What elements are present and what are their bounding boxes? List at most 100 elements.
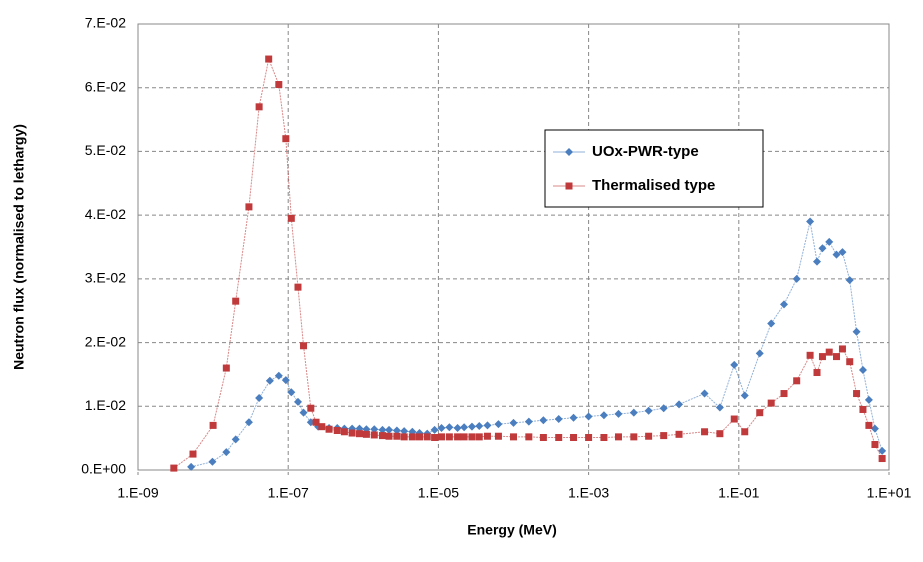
data-point (265, 376, 274, 385)
data-point (453, 423, 462, 432)
data-point (756, 409, 764, 417)
data-point (871, 441, 879, 449)
data-point (716, 430, 724, 438)
data-point (675, 430, 683, 438)
data-point (825, 237, 834, 246)
data-point (454, 433, 462, 441)
data-point (494, 432, 502, 440)
data-point (614, 433, 622, 441)
data-point (400, 433, 408, 441)
data-point (846, 358, 854, 366)
data-point (859, 405, 867, 413)
data-point (355, 430, 363, 438)
data-point (348, 429, 356, 437)
data-point (659, 404, 668, 413)
data-point (187, 462, 196, 471)
data-point (275, 81, 283, 89)
data-point (555, 434, 563, 442)
data-point (392, 426, 401, 435)
data-point (700, 389, 709, 398)
data-point (838, 345, 846, 353)
data-point (300, 342, 308, 350)
data-point (865, 421, 873, 429)
data-point (767, 319, 776, 328)
data-point (494, 420, 503, 429)
data-point (325, 425, 333, 433)
y-tick-label: 6.E-02 (85, 78, 126, 94)
data-point (792, 274, 801, 283)
legend-label: UOx-PWR-type (592, 143, 699, 160)
series-layer (170, 55, 887, 472)
data-point (600, 434, 608, 442)
series-group (170, 55, 886, 472)
data-point (385, 425, 394, 434)
y-tick-label: 0.E+00 (81, 461, 126, 477)
x-tick-label: 1.E-01 (718, 485, 759, 501)
legend-marker (565, 182, 573, 190)
data-point (287, 388, 296, 397)
data-point (274, 371, 283, 380)
data-point (423, 433, 431, 441)
data-point (189, 450, 197, 458)
data-point (385, 432, 393, 440)
data-point (370, 431, 378, 439)
data-point (255, 394, 264, 403)
data-point (730, 360, 739, 369)
data-point (281, 376, 290, 385)
data-point (813, 257, 822, 266)
data-point (307, 404, 315, 412)
data-point (460, 433, 468, 441)
data-point (806, 217, 815, 226)
data-point (878, 446, 887, 455)
data-point (780, 300, 789, 309)
data-point (838, 248, 847, 257)
data-point (740, 391, 749, 400)
data-point (852, 327, 861, 336)
data-point (660, 432, 668, 440)
data-point (864, 395, 873, 404)
data-point (730, 415, 738, 423)
data-point (510, 433, 517, 441)
data-point (539, 434, 547, 442)
data-point (245, 203, 253, 211)
y-tick-label: 5.E-02 (85, 142, 126, 158)
data-point (362, 430, 370, 438)
data-point (630, 433, 638, 441)
x-tick-label: 1.E-07 (268, 485, 309, 501)
data-point (222, 364, 230, 372)
data-point (468, 433, 476, 441)
data-point (445, 433, 453, 441)
data-point (715, 403, 724, 412)
data-point (584, 412, 593, 421)
data-point (437, 423, 446, 432)
data-point (483, 421, 492, 430)
data-point (645, 432, 653, 440)
data-point (585, 434, 593, 442)
y-tick-label: 1.E-02 (85, 397, 126, 413)
data-point (415, 433, 423, 441)
data-point (525, 433, 533, 441)
data-point (294, 283, 302, 291)
data-point (878, 455, 886, 463)
x-tick-label: 1.E-05 (418, 485, 459, 501)
data-point (509, 418, 518, 427)
data-point (832, 250, 841, 259)
x-tick-label: 1.E-03 (568, 485, 609, 501)
y-tick-label: 7.E-02 (85, 15, 126, 31)
plot-border (137, 23, 890, 471)
data-point (675, 400, 684, 409)
data-point (570, 434, 578, 442)
data-point (569, 413, 578, 422)
data-point (378, 425, 387, 434)
legend-box (544, 129, 764, 208)
data-point (701, 428, 709, 436)
data-point (858, 365, 867, 374)
data-point (741, 428, 749, 436)
data-point (554, 415, 563, 424)
legend: UOx-PWR-type Thermalised type (544, 129, 764, 208)
x-tick-label: 1.E-09 (117, 485, 158, 501)
data-point (378, 432, 386, 440)
data-point (475, 422, 484, 431)
